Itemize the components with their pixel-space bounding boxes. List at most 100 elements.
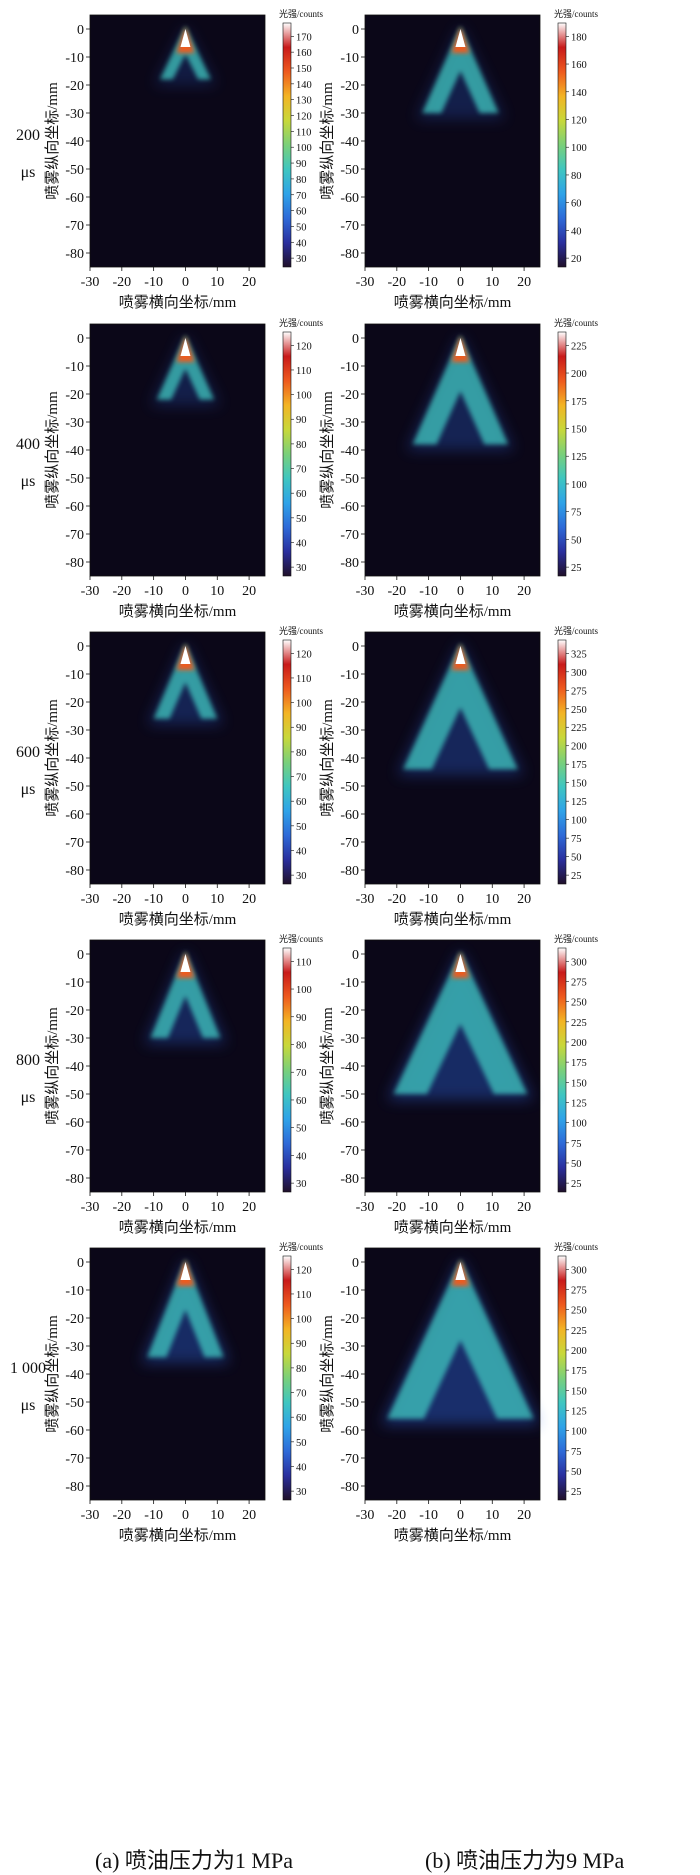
colorbar-tick-label: 140 — [296, 80, 312, 91]
y-tick-label: -70 — [65, 528, 84, 543]
x-tick-label: 10 — [485, 1508, 499, 1523]
colorbar-tick-label: 70 — [296, 773, 307, 784]
colorbar-tick-label: 75 — [571, 508, 582, 519]
y-tick-label: -20 — [65, 79, 84, 94]
x-tick-label: -30 — [81, 1200, 100, 1215]
colorbar-label: 光强/counts — [279, 1241, 323, 1252]
colorbar-tick-label: 60 — [296, 1096, 307, 1107]
y-tick-label: -20 — [340, 696, 359, 711]
colorbar-label: 光强/counts — [554, 8, 598, 19]
colorbar-tick-label: 225 — [571, 341, 587, 352]
colorbar-tick-label: 90 — [296, 723, 307, 734]
x-tick-label: -30 — [356, 1200, 375, 1215]
x-tick-label: -30 — [356, 275, 375, 290]
y-tick-label: -80 — [65, 864, 84, 879]
y-tick-label: -60 — [65, 1116, 84, 1131]
spray-body — [412, 335, 509, 445]
colorbar-tick-label: 80 — [296, 175, 307, 186]
y-tick-label: -20 — [340, 388, 359, 403]
colorbar-tick-label: 275 — [571, 977, 587, 988]
colorbar-tick-label: 40 — [296, 1462, 307, 1473]
colorbar-tick-label: 300 — [571, 1265, 587, 1276]
colorbar-tick-label: 50 — [571, 1159, 582, 1170]
y-tick-label: -70 — [340, 1144, 359, 1159]
spray-panel: 0 -10 -20 -30 -40 -50 -60 -70 -80 -30 -20 -10 0 10 20 喷… — [319, 1241, 598, 1544]
colorbar-tick-label: 60 — [296, 489, 307, 500]
y-tick-label: -40 — [340, 444, 359, 459]
time-label: 400 — [16, 436, 40, 453]
x-tick-label: -10 — [419, 275, 438, 290]
colorbar-tick-label: 160 — [296, 48, 312, 59]
colorbar-tick-label: 40 — [296, 1151, 307, 1162]
y-tick-label: -10 — [65, 1284, 84, 1299]
colorbar-tick-label: 225 — [571, 723, 587, 734]
y-tick-label: -40 — [65, 135, 84, 150]
time-label: 200 — [16, 127, 40, 144]
x-tick-label: -10 — [419, 1508, 438, 1523]
x-axis-label: 喷雾横向坐标/mm — [119, 603, 237, 620]
colorbar-tick-label: 300 — [571, 668, 587, 679]
y-tick-label: 0 — [77, 23, 84, 38]
colorbar-tick-label: 180 — [571, 32, 587, 43]
colorbar-tick-label: 70 — [296, 465, 307, 476]
colorbar-tick-label: 125 — [571, 797, 587, 808]
y-tick-label: -30 — [65, 1340, 84, 1355]
colorbar-tick-label: 175 — [571, 397, 587, 408]
y-tick-label: -10 — [65, 976, 84, 991]
y-tick-label: 0 — [352, 640, 359, 655]
colorbar-tick-label: 60 — [296, 1413, 307, 1424]
y-tick-label: -40 — [65, 444, 84, 459]
x-tick-label: -10 — [144, 1200, 163, 1215]
x-tick-label: 20 — [517, 1508, 531, 1523]
colorbar — [282, 947, 292, 1193]
y-tick-label: -50 — [340, 163, 359, 178]
colorbar-tick-label: 125 — [571, 452, 587, 463]
colorbar-tick-label: 30 — [296, 1179, 307, 1190]
colorbar-tick-label: 250 — [571, 705, 587, 716]
x-tick-label: 20 — [517, 892, 531, 907]
colorbar-tick-label: 225 — [571, 1326, 587, 1337]
y-tick-label: 0 — [77, 1256, 84, 1271]
colorbar — [282, 1255, 292, 1501]
colorbar-tick-label: 150 — [571, 1078, 587, 1089]
y-tick-label: -70 — [340, 1452, 359, 1467]
y-tick-label: -20 — [340, 79, 359, 94]
colorbar-tick-label: 100 — [296, 699, 312, 710]
spray-core-hot — [455, 1262, 466, 1280]
y-tick-label: -50 — [340, 472, 359, 487]
colorbar-tick-label: 160 — [571, 60, 587, 71]
y-tick-label: -50 — [65, 163, 84, 178]
colorbar-tick-label: 100 — [571, 480, 587, 491]
x-tick-label: -30 — [356, 1508, 375, 1523]
y-tick-label: -40 — [65, 1060, 84, 1075]
colorbar-tick-label: 150 — [571, 1386, 587, 1397]
y-tick-label: 0 — [77, 948, 84, 963]
x-tick-label: -30 — [81, 275, 100, 290]
y-tick-label: -30 — [65, 107, 84, 122]
y-tick-label: -30 — [65, 416, 84, 431]
y-tick-label: -70 — [65, 219, 84, 234]
colorbar-tick-label: 150 — [571, 779, 587, 790]
colorbar-tick-label: 25 — [571, 871, 582, 882]
colorbar-tick-label: 125 — [571, 1098, 587, 1109]
y-axis-label: 喷雾纵向坐标/mm — [319, 391, 336, 509]
x-tick-label: -20 — [387, 584, 406, 599]
y-tick-label: -60 — [340, 808, 359, 823]
y-tick-label: -80 — [340, 247, 359, 262]
colorbar-tick-label: 110 — [296, 127, 311, 138]
x-tick-label: -20 — [387, 275, 406, 290]
x-axis-label: 喷雾横向坐标/mm — [394, 911, 512, 928]
spray-panel: 0 -10 -20 -30 -40 -50 -60 -70 -80 -30 -20 -10 0 10 20 喷… — [44, 625, 323, 928]
colorbar-tick-label: 100 — [571, 816, 587, 827]
y-tick-label: 0 — [352, 948, 359, 963]
colorbar-label: 光强/counts — [554, 1241, 598, 1252]
x-tick-label: 0 — [457, 1508, 464, 1523]
y-tick-label: -20 — [340, 1312, 359, 1327]
y-tick-label: -20 — [65, 1004, 84, 1019]
y-tick-label: -10 — [340, 668, 359, 683]
y-tick-label: -10 — [65, 51, 84, 66]
colorbar-tick-label: 200 — [571, 1038, 587, 1049]
colorbar-tick-label: 100 — [296, 391, 312, 402]
time-unit-label: μs — [21, 781, 36, 798]
y-tick-label: -60 — [340, 1116, 359, 1131]
